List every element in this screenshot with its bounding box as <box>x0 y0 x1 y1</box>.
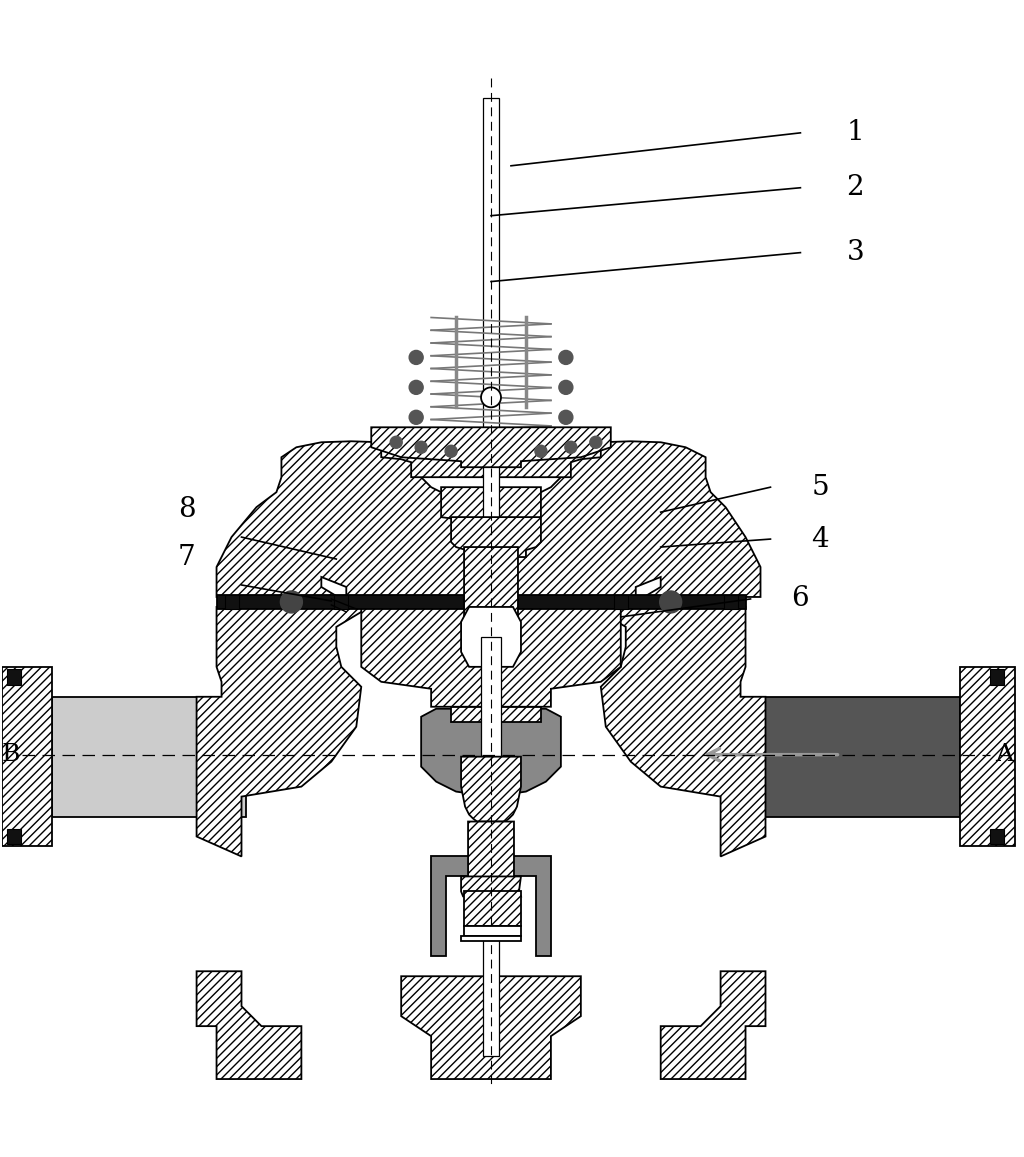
Polygon shape <box>483 98 499 1056</box>
Polygon shape <box>322 577 346 602</box>
Polygon shape <box>468 821 514 889</box>
Polygon shape <box>216 441 761 597</box>
Polygon shape <box>461 757 521 821</box>
Bar <box>7 669 20 685</box>
Polygon shape <box>401 977 581 1079</box>
Circle shape <box>410 351 423 364</box>
Circle shape <box>415 441 427 454</box>
Polygon shape <box>421 709 561 796</box>
Polygon shape <box>464 891 521 927</box>
Circle shape <box>535 445 547 457</box>
Polygon shape <box>461 607 521 666</box>
Circle shape <box>410 381 423 395</box>
Polygon shape <box>485 757 497 837</box>
Polygon shape <box>581 607 766 856</box>
Polygon shape <box>216 595 745 609</box>
Text: 3: 3 <box>847 239 864 266</box>
Circle shape <box>410 411 423 425</box>
Polygon shape <box>381 442 601 477</box>
Polygon shape <box>461 877 521 897</box>
Polygon shape <box>197 607 381 856</box>
Polygon shape <box>2 666 52 847</box>
Text: 5: 5 <box>812 473 829 501</box>
Polygon shape <box>461 936 521 942</box>
Text: 1: 1 <box>847 119 864 146</box>
Bar <box>224 595 239 609</box>
Polygon shape <box>361 607 621 707</box>
Circle shape <box>481 388 501 407</box>
Circle shape <box>559 411 572 425</box>
Bar <box>613 595 628 609</box>
Circle shape <box>565 441 577 454</box>
Polygon shape <box>372 427 610 467</box>
Polygon shape <box>452 707 541 722</box>
Circle shape <box>390 436 402 448</box>
Circle shape <box>559 351 572 364</box>
Circle shape <box>445 445 457 457</box>
Text: 6: 6 <box>792 585 809 612</box>
Polygon shape <box>636 577 660 602</box>
Circle shape <box>559 381 572 395</box>
Polygon shape <box>961 666 1015 847</box>
Polygon shape <box>52 697 247 817</box>
Bar <box>724 595 737 609</box>
Circle shape <box>659 591 682 613</box>
Text: 7: 7 <box>178 544 196 570</box>
Circle shape <box>281 591 302 613</box>
Polygon shape <box>452 517 541 557</box>
Polygon shape <box>431 856 551 957</box>
Polygon shape <box>745 697 961 817</box>
Text: 8: 8 <box>178 495 196 523</box>
Polygon shape <box>481 636 501 757</box>
Text: B: B <box>2 743 19 766</box>
Bar <box>990 828 1005 845</box>
Polygon shape <box>441 487 541 547</box>
Circle shape <box>590 436 602 448</box>
Bar <box>334 595 348 609</box>
Polygon shape <box>660 971 766 1079</box>
Polygon shape <box>464 927 521 936</box>
Bar <box>990 669 1005 685</box>
Text: A: A <box>995 743 1013 766</box>
Text: 4: 4 <box>812 525 829 553</box>
Polygon shape <box>197 971 301 1079</box>
Text: 2: 2 <box>847 175 864 201</box>
Polygon shape <box>464 547 518 642</box>
Bar <box>7 828 20 845</box>
